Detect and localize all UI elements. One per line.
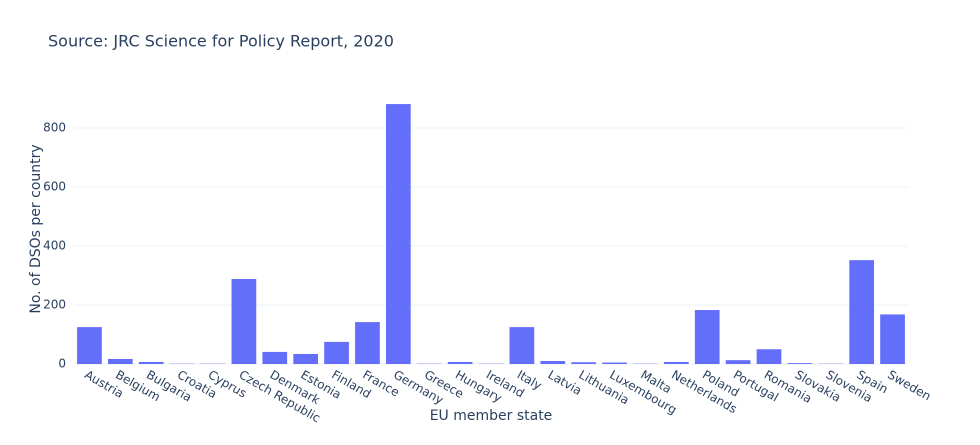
bar xyxy=(602,363,627,364)
bar xyxy=(262,352,287,364)
bar xyxy=(571,362,596,364)
bar xyxy=(849,260,874,364)
bar xyxy=(726,360,751,364)
y-tick-label: 800 xyxy=(43,120,66,134)
bar xyxy=(880,314,905,364)
x-tick-label: Latvia xyxy=(546,368,585,398)
y-tick-label: 0 xyxy=(58,357,66,371)
bar xyxy=(386,104,411,364)
bar xyxy=(293,354,318,364)
y-tick-label: 600 xyxy=(43,179,66,193)
y-tick-label: 200 xyxy=(43,297,66,311)
bar xyxy=(448,362,473,364)
y-axis-title: No. of DSOs per country xyxy=(28,144,44,313)
bar xyxy=(324,342,349,364)
bar xyxy=(664,362,689,364)
chart-title: Source: JRC Science for Policy Report, 2… xyxy=(48,32,394,51)
bar xyxy=(355,322,380,364)
bar xyxy=(108,359,133,364)
x-axis-title: EU member state xyxy=(430,408,553,424)
bar xyxy=(510,327,535,364)
bar xyxy=(695,310,720,364)
bar xyxy=(788,363,813,364)
bar xyxy=(139,362,164,364)
bar xyxy=(232,279,257,364)
y-tick-label: 400 xyxy=(43,238,66,252)
bar xyxy=(77,327,102,364)
x-tick-label: Sweden xyxy=(885,368,933,404)
bar xyxy=(540,361,565,364)
bar xyxy=(757,349,782,364)
